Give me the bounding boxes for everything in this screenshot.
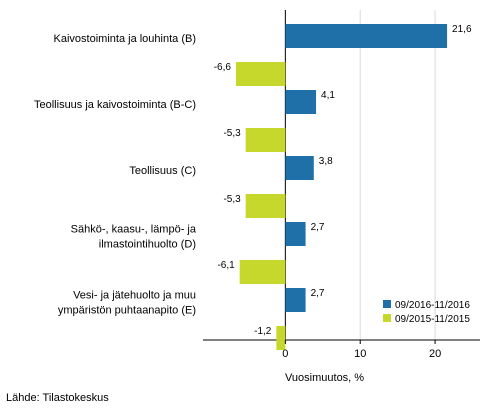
legend: 09/2016-11/2016 09/2015-11/2015 — [383, 300, 470, 325]
x-axis-title: Vuosimuutos, % — [285, 372, 364, 384]
data-label: -1,2 — [254, 326, 272, 337]
category-label: Teollisuus ja kaivostoiminta (B-C) — [34, 99, 196, 111]
bar-series2-cat4 — [239, 260, 286, 284]
bar-series1-cat5 — [285, 288, 306, 312]
data-label: 2,7 — [311, 288, 325, 299]
bar-series1-cat3 — [285, 156, 314, 180]
category-label: ilmastointihuolto (D) — [99, 239, 196, 251]
data-label: -6,6 — [214, 62, 232, 73]
legend-swatch-2 — [383, 314, 391, 322]
x-tick-label: 20 — [429, 348, 441, 360]
bars: 21,6 -6,6 4,1 -5,3 3,8 -5,3 2,7 -6,1 2,7 -1,2 — [214, 24, 472, 350]
bar-series2-cat1 — [235, 62, 286, 86]
source-note: Lähde: Tilastokeskus — [6, 392, 109, 404]
data-label: 2,7 — [311, 222, 325, 233]
category-label: Teollisuus (C) — [129, 165, 196, 177]
data-label: -5,3 — [223, 194, 241, 205]
x-tick-label: 10 — [354, 348, 366, 360]
category-label: Kaivostoiminta ja louhinta (B) — [54, 33, 196, 45]
data-label: -5,3 — [223, 128, 241, 139]
x-tick-label: 0 — [282, 348, 288, 360]
data-label: 4,1 — [321, 90, 335, 101]
bar-series1-cat2 — [285, 90, 317, 114]
category-label: ympäristön puhtaanapito (E) — [58, 305, 196, 317]
x-tick-labels: 0 10 20 — [282, 340, 441, 360]
grid-lines — [203, 10, 480, 341]
bar-series1-cat4 — [285, 222, 306, 246]
data-label: 21,6 — [452, 24, 472, 35]
legend-label-2: 09/2015-11/2015 — [395, 314, 470, 325]
bar-series2-cat5 — [276, 326, 286, 350]
category-label: Vesi- ja jätehuolto ja muu — [73, 290, 196, 302]
legend-swatch-1 — [383, 300, 391, 308]
legend-label-1: 09/2016-11/2016 — [395, 300, 470, 311]
bar-series2-cat3 — [245, 194, 286, 218]
category-label: Sähkö-, kaasu-, lämpö- ja — [71, 224, 197, 236]
category-labels: Kaivostoiminta ja louhinta (B) Teollisuus… — [34, 33, 197, 317]
bar-series1-cat1 — [285, 24, 448, 48]
bar-series2-cat2 — [245, 128, 286, 152]
data-label: 3,8 — [319, 156, 333, 167]
data-label: -6,1 — [217, 260, 235, 271]
